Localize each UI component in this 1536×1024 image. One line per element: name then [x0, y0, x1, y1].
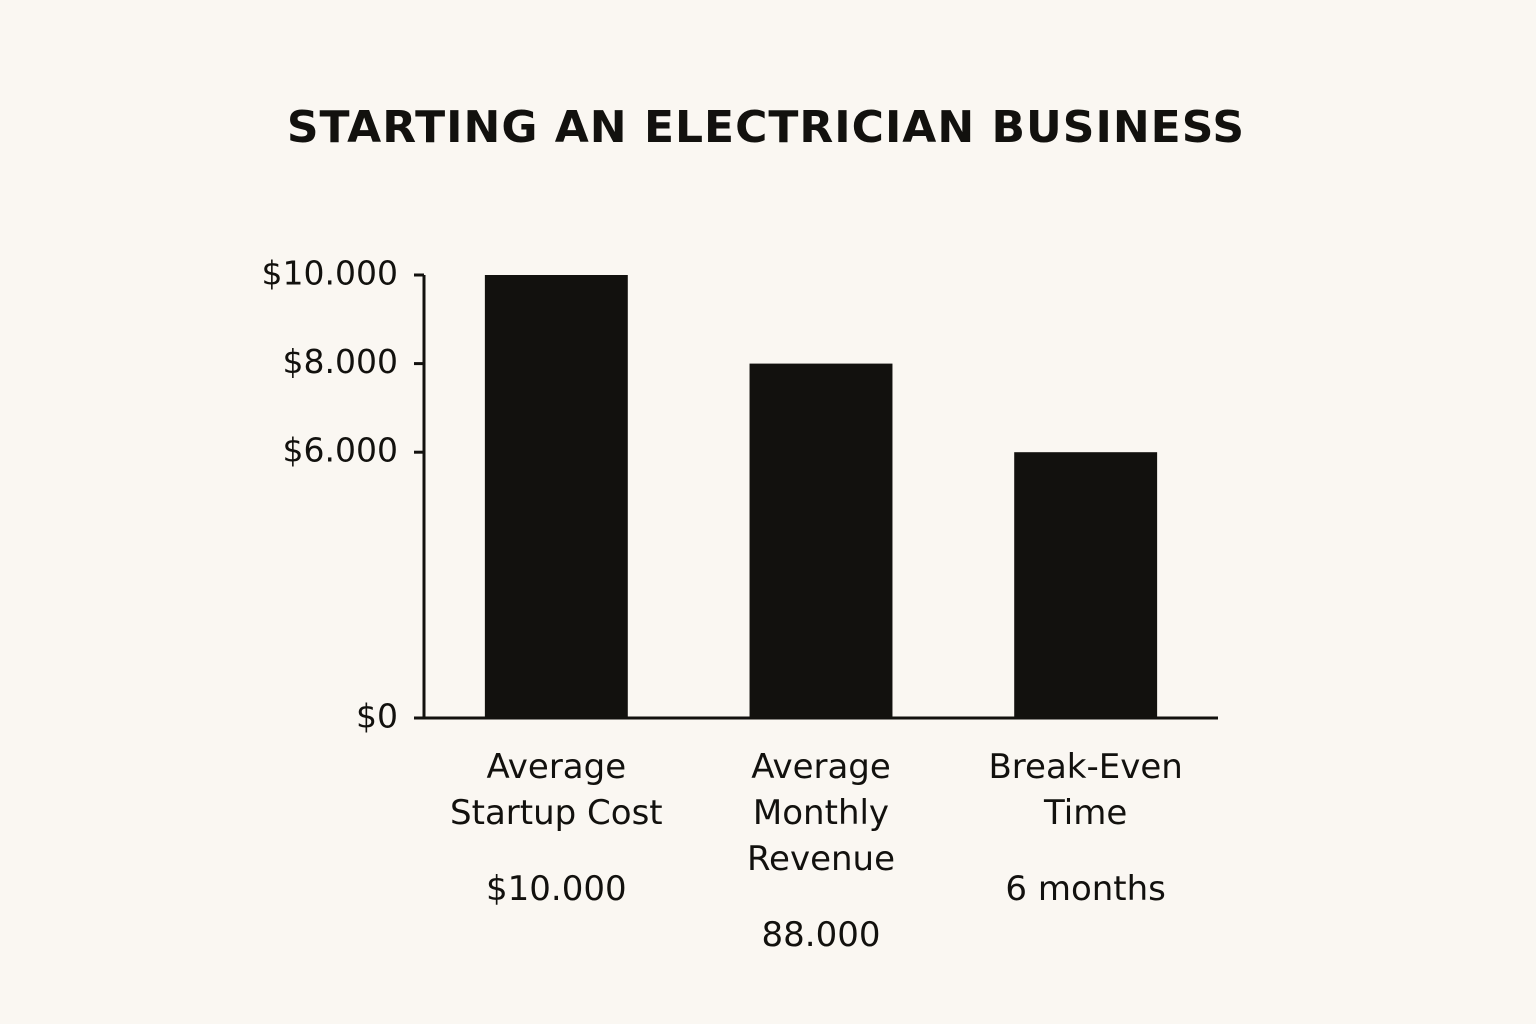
- x-tick-label: Average Startup Cost: [450, 747, 663, 833]
- bar: [749, 363, 893, 718]
- y-tick-label: $10.000: [262, 254, 398, 293]
- bar: [1014, 452, 1158, 718]
- chart-title: STARTING AN ELECTRICIAN BUSINESS: [287, 102, 1245, 153]
- category-column: Average Monthly Revenue 88.000: [701, 744, 941, 958]
- y-tick-label: $6.000: [283, 431, 398, 470]
- category-column: Average Startup Cost $10.000: [436, 744, 676, 912]
- bar: [484, 275, 628, 718]
- x-tick-label: Average Monthly Revenue: [746, 747, 896, 879]
- y-tick-label: $8.000: [283, 342, 398, 381]
- category-column: Break-Even Time 6 months: [966, 744, 1206, 912]
- category-note: $10.000: [486, 869, 627, 909]
- category-note: 6 months: [1005, 869, 1166, 909]
- x-tick-label: Break-Even Time: [988, 747, 1183, 833]
- category-note: 88.000: [761, 915, 881, 955]
- y-tick-label: $0: [356, 697, 398, 736]
